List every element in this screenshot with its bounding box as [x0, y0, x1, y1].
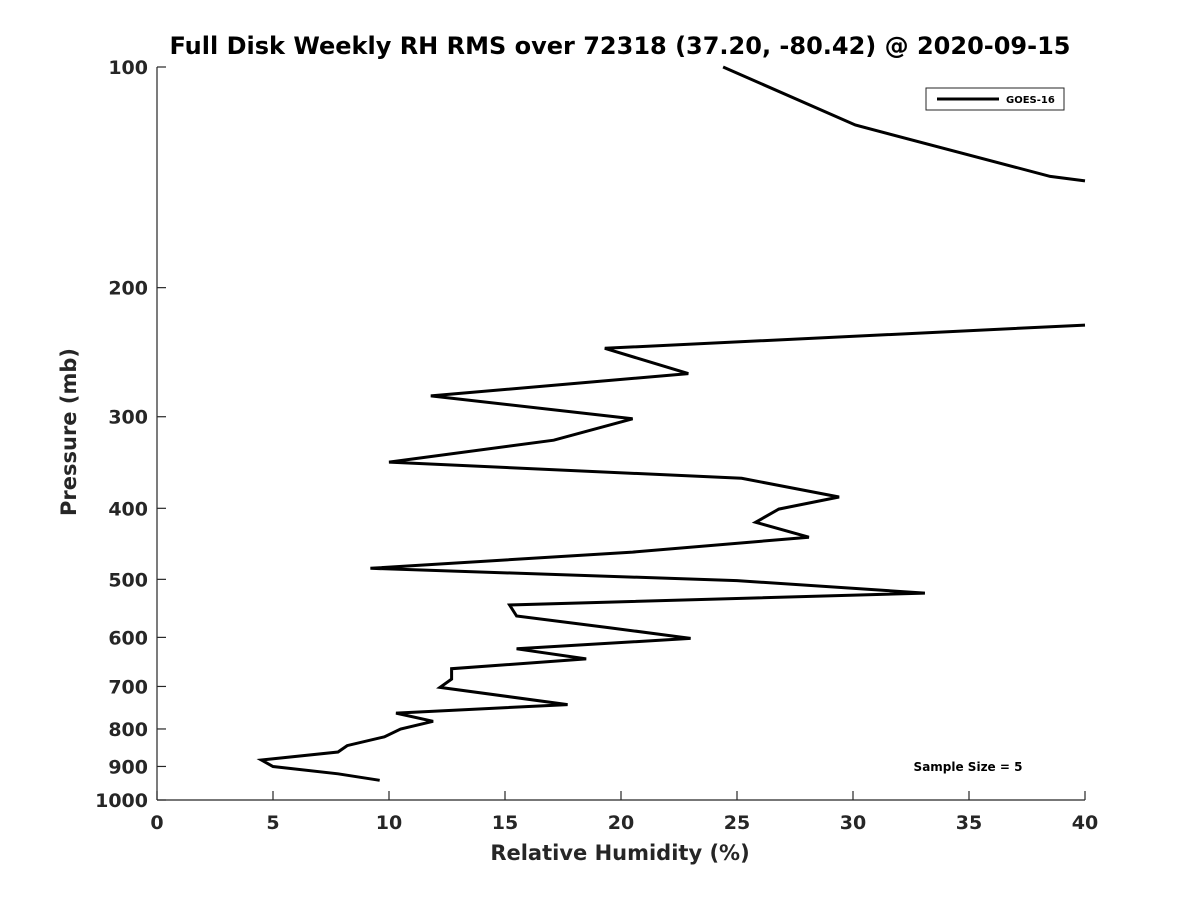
- x-axis-label: Relative Humidity (%): [490, 841, 749, 865]
- y-tick-label: 200: [108, 278, 148, 300]
- y-tick-label: 300: [108, 407, 148, 429]
- legend-label-goes-16: GOES-16: [1006, 95, 1055, 106]
- x-axis: 0 5 10 15 20 25 30 35 40: [150, 791, 1098, 834]
- y-tick-label: 1000: [95, 790, 148, 812]
- x-tick-label: 10: [376, 812, 402, 834]
- series-line-goes-16-segment-2: [256, 323, 1086, 782]
- y-tick-label: 700: [108, 676, 148, 698]
- y-axis-label: Pressure (mb): [57, 348, 81, 516]
- x-tick-label: 5: [266, 812, 279, 834]
- y-axis: 100 200 300 400 500 600 700 800 900 1000: [95, 57, 166, 812]
- sample-size-annotation: Sample Size = 5: [914, 760, 1023, 774]
- x-tick-label: 15: [492, 812, 518, 834]
- y-tick-label: 800: [108, 719, 148, 741]
- x-tick-label: 30: [840, 812, 866, 834]
- x-tick-label: 35: [956, 812, 982, 834]
- legend: GOES-16: [925, 87, 1065, 111]
- y-tick-label: 400: [108, 498, 148, 520]
- x-tick-label: 25: [724, 812, 750, 834]
- chart-title: Full Disk Weekly RH RMS over 72318 (37.2…: [169, 32, 1070, 60]
- y-tick-label: 500: [108, 569, 148, 591]
- x-tick-label: 40: [1072, 812, 1098, 834]
- y-tick-label: 900: [108, 756, 148, 778]
- series-layer: [256, 65, 1086, 782]
- x-tick-label: 0: [150, 812, 163, 834]
- series-line-goes-16-segment-1: [722, 65, 1086, 183]
- y-tick-label: 600: [108, 627, 148, 649]
- x-tick-label: 20: [608, 812, 634, 834]
- y-tick-label: 100: [108, 57, 148, 79]
